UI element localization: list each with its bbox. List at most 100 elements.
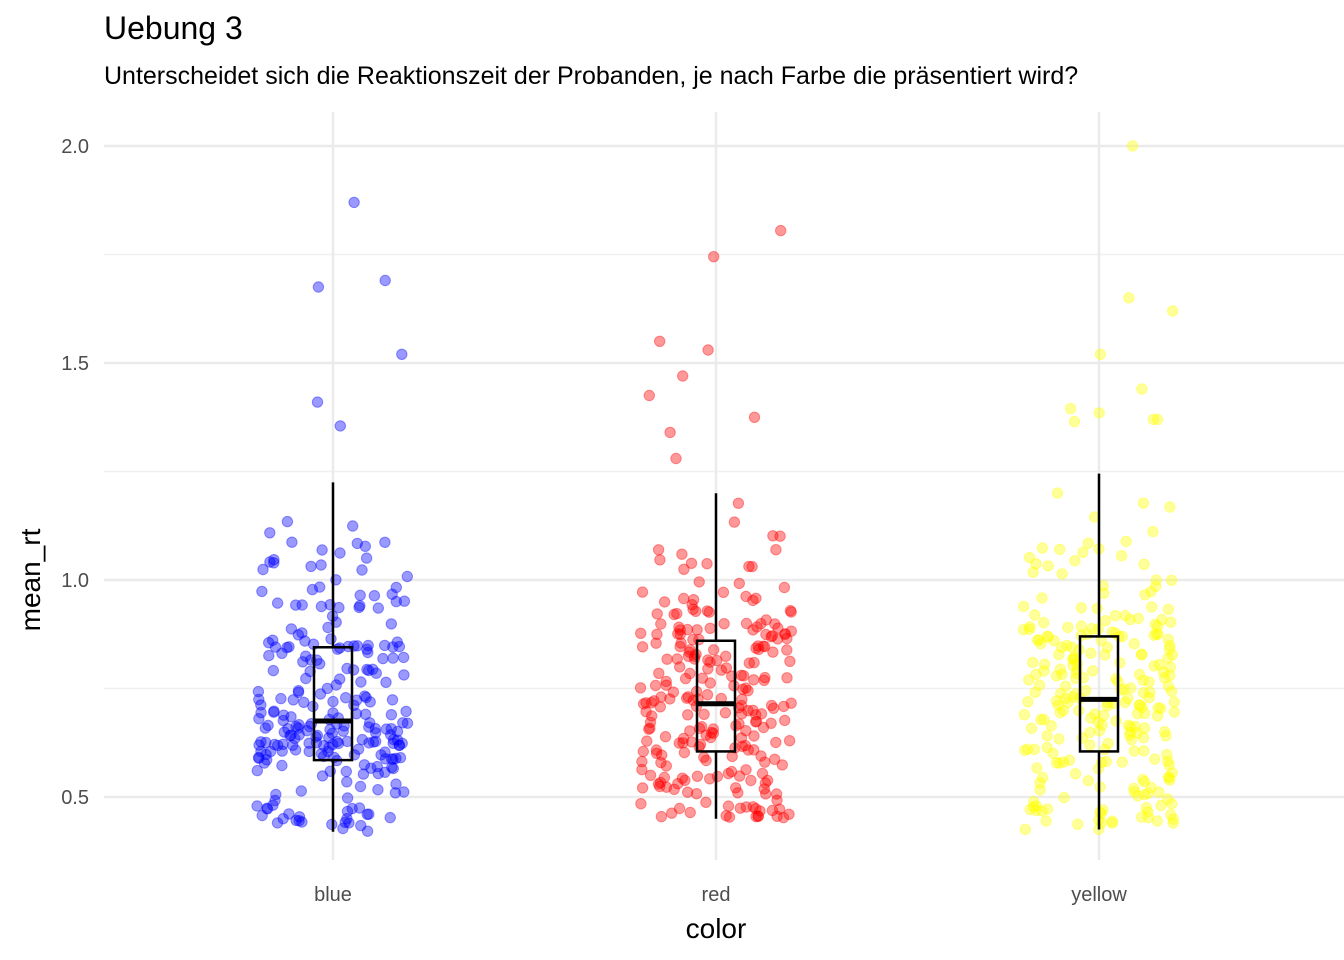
chart-title: Uebung 3 bbox=[104, 10, 243, 46]
data-point-blue bbox=[327, 738, 339, 751]
data-point-yellow bbox=[1115, 550, 1128, 562]
data-point-blue bbox=[270, 788, 282, 801]
data-point-red bbox=[651, 608, 663, 620]
data-point-red bbox=[755, 708, 768, 720]
data-point-blue bbox=[387, 641, 399, 653]
data-point-blue bbox=[396, 737, 408, 749]
data-point-yellow bbox=[1047, 747, 1059, 760]
data-point-blue bbox=[252, 685, 265, 698]
data-point-red bbox=[766, 630, 779, 642]
data-point-yellow bbox=[1155, 799, 1167, 812]
data-point-red bbox=[760, 614, 772, 626]
data-point-blue bbox=[360, 552, 373, 564]
data-point-yellow bbox=[1150, 574, 1163, 586]
data-point-red bbox=[661, 653, 673, 665]
data-point-yellow bbox=[1053, 757, 1066, 769]
data-point-red bbox=[691, 770, 704, 782]
data-point-blue bbox=[292, 686, 305, 698]
data-point-blue bbox=[256, 809, 268, 822]
data-point-blue bbox=[377, 652, 389, 665]
data-point-red bbox=[678, 563, 690, 575]
data-point-red bbox=[740, 617, 753, 630]
data-point-red bbox=[748, 674, 760, 686]
data-point-blue bbox=[293, 719, 305, 731]
data-point-red bbox=[654, 776, 667, 789]
data-point-yellow bbox=[1124, 726, 1137, 739]
data-point-blue bbox=[253, 693, 265, 706]
data-point-yellow bbox=[1166, 767, 1179, 779]
data-point-blue bbox=[393, 640, 406, 653]
data-point-red bbox=[700, 729, 712, 741]
data-point-red bbox=[668, 608, 680, 621]
data-point-yellow bbox=[1036, 592, 1048, 604]
data-point-red bbox=[718, 618, 730, 630]
data-point-blue bbox=[359, 540, 371, 552]
data-point-red bbox=[725, 765, 738, 778]
data-point-yellow bbox=[1042, 631, 1054, 643]
data-point-red bbox=[772, 622, 784, 634]
data-point-red bbox=[748, 656, 760, 669]
data-point-blue bbox=[263, 637, 275, 649]
data-point-yellow bbox=[1166, 649, 1179, 661]
data-point-red bbox=[659, 731, 672, 743]
data-point-red bbox=[650, 637, 662, 649]
data-point-yellow bbox=[1132, 612, 1145, 625]
data-point-blue bbox=[341, 813, 353, 825]
data-point-yellow bbox=[1091, 602, 1103, 615]
data-point-blue bbox=[267, 664, 279, 677]
data-point-yellow bbox=[1041, 630, 1054, 642]
data-point-yellow bbox=[1100, 755, 1113, 768]
data-point-yellow bbox=[1024, 803, 1036, 816]
data-point-red bbox=[770, 736, 782, 749]
data-point-yellow bbox=[1164, 774, 1176, 786]
data-point-blue bbox=[322, 621, 334, 634]
data-point-blue bbox=[370, 727, 382, 739]
data-point-yellow bbox=[1101, 641, 1114, 654]
data-point-blue bbox=[261, 802, 273, 814]
data-point-red bbox=[743, 560, 755, 573]
data-point-blue bbox=[390, 581, 402, 594]
data-point-red bbox=[751, 621, 763, 633]
data-point-blue bbox=[380, 676, 392, 688]
data-point-blue bbox=[353, 601, 365, 614]
data-point-yellow bbox=[1032, 634, 1044, 646]
data-point-yellow bbox=[1124, 613, 1136, 626]
data-point-blue bbox=[371, 760, 383, 773]
data-point-red bbox=[754, 805, 766, 817]
data-point-yellow bbox=[1138, 558, 1150, 570]
data-point-red bbox=[650, 744, 663, 756]
data-point-yellow bbox=[1131, 790, 1144, 802]
data-point-blue bbox=[316, 770, 329, 782]
data-point-yellow bbox=[1131, 708, 1144, 720]
data-point-blue bbox=[301, 725, 313, 737]
data-point-red bbox=[781, 644, 793, 656]
data-point-blue bbox=[361, 643, 373, 655]
data-point-yellow bbox=[1038, 658, 1051, 670]
data-point-yellow bbox=[1087, 665, 1099, 677]
data-point-yellow bbox=[1030, 668, 1042, 681]
data-point-red bbox=[730, 782, 742, 794]
data-point-blue bbox=[370, 667, 382, 679]
data-point-red bbox=[781, 672, 793, 684]
data-point-yellow bbox=[1137, 497, 1150, 509]
data-point-yellow bbox=[1102, 737, 1114, 750]
data-point-red bbox=[711, 770, 724, 783]
data-point-red bbox=[735, 699, 748, 712]
data-point-blue bbox=[323, 732, 335, 744]
data-point-yellow bbox=[1145, 781, 1157, 794]
data-point-red bbox=[742, 685, 754, 697]
data-point-yellow bbox=[1138, 789, 1151, 801]
data-point-blue bbox=[277, 738, 289, 750]
data-point-red bbox=[708, 251, 720, 263]
data-point-yellow bbox=[1068, 653, 1080, 665]
data-point-red bbox=[652, 778, 665, 790]
data-point-red bbox=[655, 691, 667, 703]
data-point-red bbox=[654, 335, 666, 347]
data-point-blue bbox=[397, 717, 409, 729]
data-point-blue bbox=[297, 656, 309, 668]
data-point-yellow bbox=[1062, 621, 1074, 634]
data-point-red bbox=[769, 753, 781, 765]
data-point-yellow bbox=[1161, 748, 1173, 761]
data-point-red bbox=[676, 548, 688, 560]
data-point-yellow bbox=[1066, 641, 1078, 653]
